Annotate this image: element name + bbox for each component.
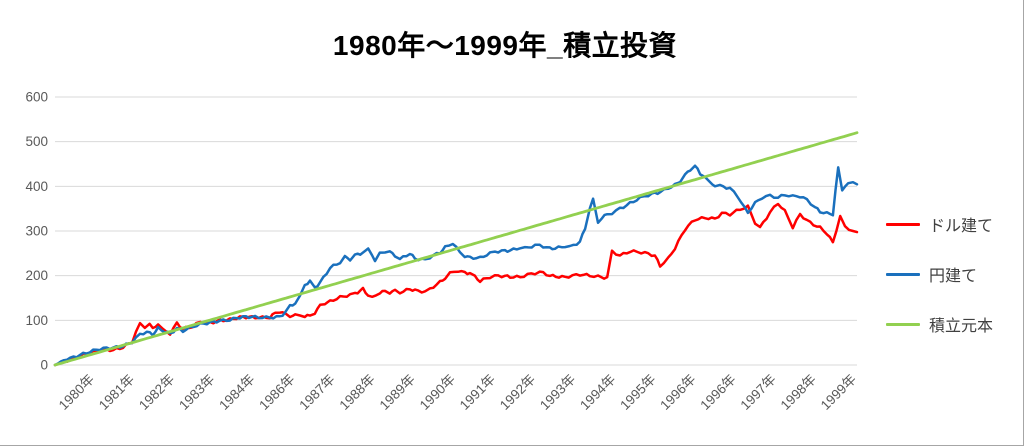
x-axis-tick-label: 1995年 xyxy=(617,372,658,413)
x-axis-tick-label: 1984年 xyxy=(216,372,257,413)
legend-label: 円建て xyxy=(929,268,978,285)
x-axis-tick-label: 1999年 xyxy=(818,372,859,413)
legend-label: 積立元本 xyxy=(929,318,994,335)
x-axis-tick-label: 1991年 xyxy=(457,372,498,413)
legend-line-swatch-blue xyxy=(886,272,920,276)
y-axis-tick-label: 600 xyxy=(25,90,48,105)
y-axis-tick-label: 100 xyxy=(25,313,48,328)
y-axis-tick-label: 500 xyxy=(25,134,48,149)
legend-item-principal: 積立元本 xyxy=(886,312,993,336)
x-axis-tick-label: 1997年 xyxy=(738,372,779,413)
x-axis-tick-label: 1987年 xyxy=(296,372,337,413)
x-axis-tick-label: 1996年 xyxy=(697,372,738,413)
x-axis-tick-label: 1994年 xyxy=(577,372,618,413)
x-axis-tick-label: 1996年 xyxy=(657,372,698,413)
series-line-dollar xyxy=(53,202,859,367)
x-axis-tick-label: 1992年 xyxy=(497,372,538,413)
x-axis-tick-label: 1986年 xyxy=(256,372,297,413)
legend-line-swatch-red xyxy=(886,222,920,226)
x-axis-tick-label: 1989年 xyxy=(377,372,418,413)
legend-item-dollar: ドル建て xyxy=(886,212,993,236)
x-axis-tick-label: 1988年 xyxy=(337,372,378,413)
x-axis-tick-label: 1982年 xyxy=(136,372,177,413)
series-line-principal xyxy=(53,131,859,367)
x-axis-tick-label: 1983年 xyxy=(176,372,217,413)
x-axis-tick-label: 1981年 xyxy=(96,372,137,413)
legend-item-yen: 円建て xyxy=(886,262,993,286)
y-axis-tick-label: 0 xyxy=(40,358,48,373)
x-axis-tick-label: 1993年 xyxy=(537,372,578,413)
legend-line-swatch-green xyxy=(886,322,920,326)
series-line-yen xyxy=(53,164,859,367)
legend: ドル建て 円建て 積立元本 xyxy=(886,212,993,336)
y-axis-tick-label: 200 xyxy=(25,268,48,283)
y-axis-tick-label: 300 xyxy=(25,224,48,239)
x-axis-tick-label: 1980年 xyxy=(56,372,97,413)
x-axis-tick-label: 1990年 xyxy=(417,372,458,413)
legend-label: ドル建て xyxy=(929,218,994,235)
y-axis-tick-label: 400 xyxy=(25,179,48,194)
chart-title: 1980年〜1999年_積立投資 xyxy=(332,30,678,61)
x-axis-tick-label: 1998年 xyxy=(778,372,819,413)
